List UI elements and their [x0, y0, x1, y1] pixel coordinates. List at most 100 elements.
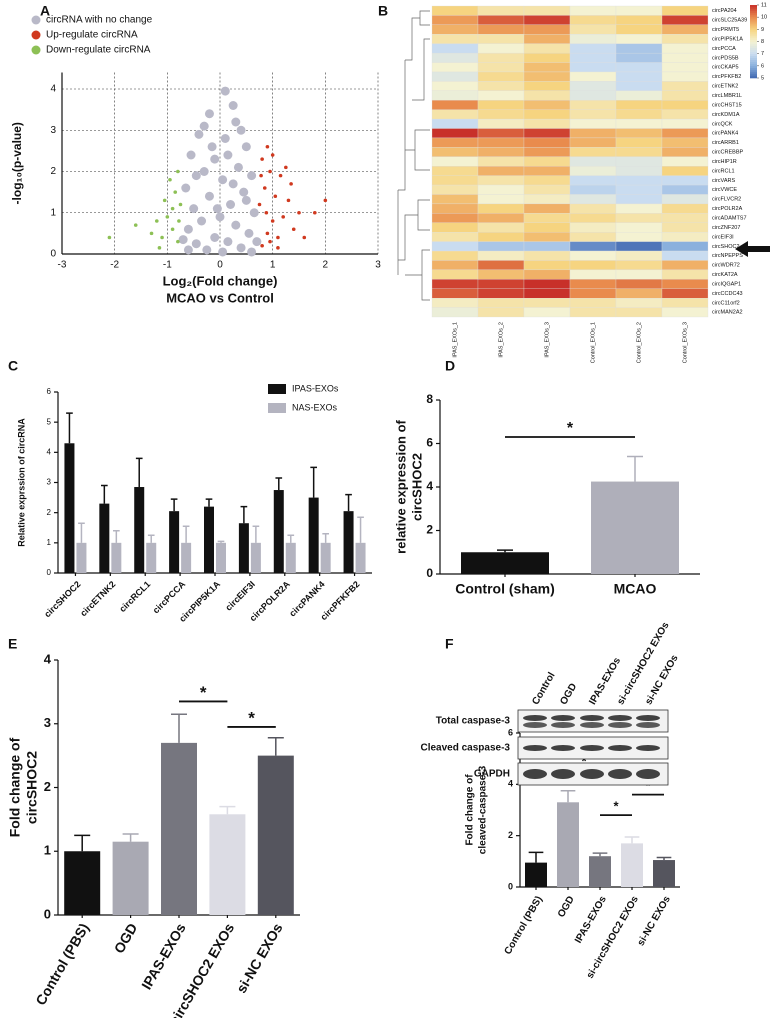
heatmap-cell	[569, 109, 617, 120]
point	[204, 191, 214, 201]
blot-band	[580, 722, 604, 728]
heatmap-cell	[431, 184, 479, 195]
bar	[557, 802, 579, 887]
error-bar	[113, 530, 120, 543]
panel-letter: A	[40, 3, 50, 19]
heatmap-cell	[661, 288, 709, 299]
blot-lane-label: Control	[530, 670, 557, 706]
heatmap-cell	[523, 24, 571, 35]
point	[218, 247, 228, 257]
heatmap-cell	[431, 118, 479, 129]
row-label: circWDR72	[712, 263, 740, 269]
row-label: circPRMT5	[712, 27, 739, 33]
column-label: Control_EXOs_1	[590, 322, 596, 363]
heatmap-cell	[569, 203, 617, 214]
colorbar-slice	[750, 75, 757, 79]
heatmap-cell	[523, 260, 571, 271]
heatmap-cell	[477, 250, 525, 261]
heatmap-cell	[615, 288, 663, 299]
row-label: circPCCA	[712, 46, 736, 52]
heatmap-cell	[569, 156, 617, 167]
row-label: circQCK	[712, 121, 733, 127]
heatmap-cell	[477, 34, 525, 44]
blot-band	[523, 745, 547, 751]
column-label: Control_EXOs_2	[636, 322, 642, 363]
significance-label: *	[200, 683, 207, 702]
heatmap-cell	[477, 175, 525, 186]
heatmap-cell	[431, 166, 479, 176]
point	[257, 202, 262, 207]
heatmap-cell	[523, 288, 571, 299]
point	[247, 171, 257, 181]
heatmap-cell	[661, 5, 709, 16]
row-label: circRCL1	[712, 168, 735, 174]
heatmap-cell	[661, 90, 709, 101]
colorbar-slice	[750, 5, 757, 8]
row-label: circHIP1R	[712, 159, 737, 165]
point	[270, 219, 275, 223]
row-label: circFLVCR2	[712, 197, 741, 203]
row-label: circPANK4	[712, 131, 738, 137]
blot-lane-label: si-circSHOC2 EXOs	[615, 620, 671, 707]
bar	[111, 542, 122, 573]
heatmap-cell	[431, 81, 479, 91]
legend-marker	[31, 30, 41, 40]
heatmap-cell	[477, 184, 525, 195]
point	[168, 177, 172, 182]
heatmap-cell	[523, 118, 571, 129]
point	[207, 142, 217, 152]
heatmap-cell	[569, 279, 617, 289]
point	[155, 219, 159, 223]
row-label: circPIP5K1A	[712, 36, 743, 42]
heatmap-cell	[523, 100, 571, 110]
error-bar	[497, 549, 513, 553]
row-label: circPDS5B	[712, 55, 739, 61]
x-tick-label: circSHOC2	[42, 579, 82, 619]
x-tick-label: circETNK2	[78, 579, 117, 618]
point	[265, 231, 270, 236]
heatmap-cell	[615, 15, 663, 25]
colorbar-slice	[750, 69, 757, 73]
heatmap-cell	[661, 15, 709, 25]
point	[215, 212, 225, 222]
point	[231, 117, 241, 127]
legend-label: Up-regulate circRNA	[46, 30, 138, 41]
heatmap-cell	[431, 34, 479, 44]
y-tick-label: 6	[426, 436, 433, 450]
heatmap-cell	[615, 203, 663, 214]
heatmap-cell	[569, 241, 617, 252]
error-bar	[357, 516, 364, 543]
error-bar	[78, 522, 85, 543]
colorbar-slice	[750, 7, 757, 10]
point	[236, 125, 246, 135]
bar	[461, 552, 549, 574]
heatmap-cell	[477, 147, 525, 157]
heatmap-cell	[661, 156, 709, 167]
heatmap-cell	[661, 71, 709, 82]
x-tick-label: MCAO	[614, 581, 657, 597]
heatmap-cell	[523, 298, 571, 308]
heatmap-cell	[569, 175, 617, 186]
point	[276, 246, 280, 250]
heatmap-cell	[569, 213, 617, 223]
row-label: circPA204	[712, 8, 737, 14]
error-bar	[240, 505, 248, 524]
heatmap-cell	[431, 307, 479, 318]
y-axis-label: circSHOC2	[24, 751, 40, 824]
significance-label: *	[581, 754, 587, 769]
heatmap-cell	[615, 250, 663, 261]
heatmap-cell	[523, 34, 571, 44]
heatmap-cell	[523, 241, 571, 252]
bar	[204, 506, 214, 573]
heatmap-cell	[569, 166, 617, 176]
error-bar	[182, 525, 190, 543]
colorbar-slice	[750, 21, 757, 24]
heatmap-cell	[523, 5, 571, 16]
subtitle: MCAO vs Control	[166, 290, 274, 305]
heatmap-cell	[523, 307, 571, 318]
heatmap-cell	[569, 184, 617, 195]
blot-row-label: GAPDH	[474, 769, 510, 780]
colorbar-slice	[750, 43, 757, 46]
error-bar	[170, 498, 178, 512]
colorbar-slice	[750, 63, 757, 67]
